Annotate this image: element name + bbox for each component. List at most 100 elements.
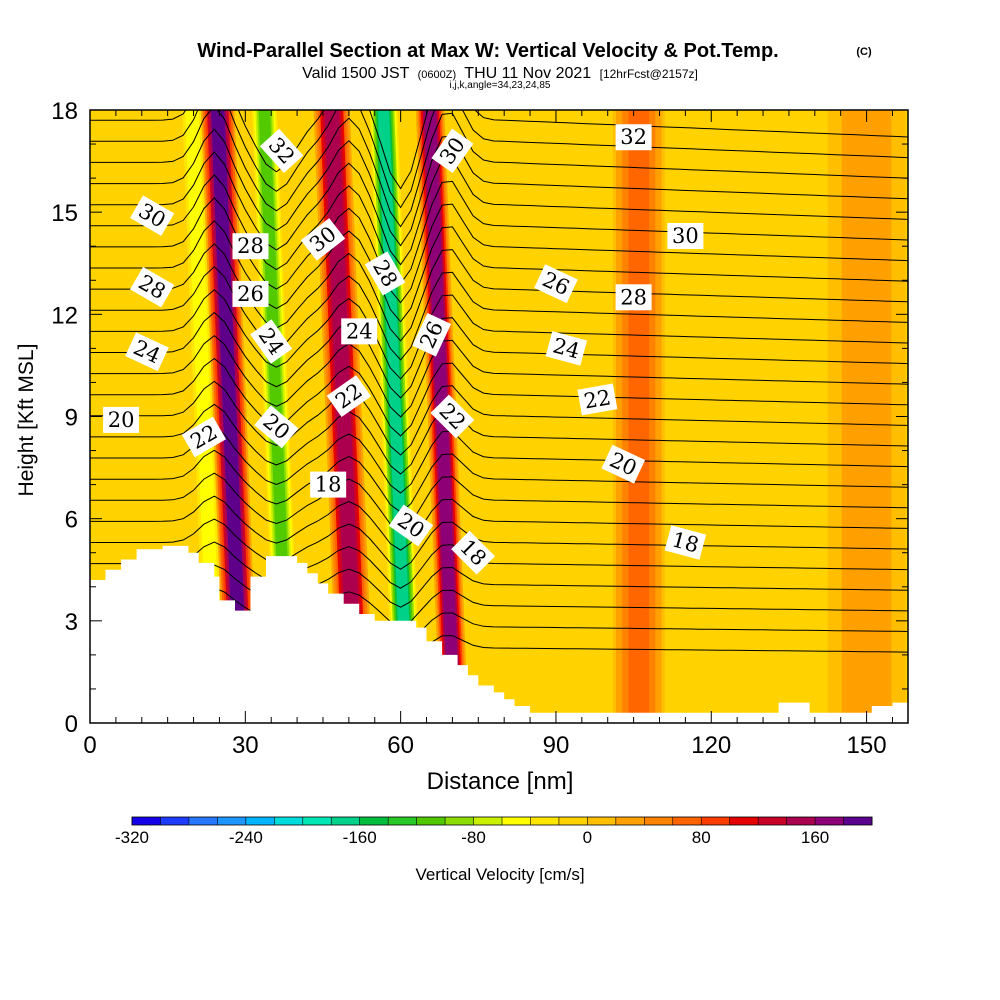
theta-contour-label: 28 [232,233,269,260]
colorbar-swatch [359,817,389,825]
theta-contour-label: 22 [577,383,618,416]
theta-contour-label-text: 26 [237,282,264,306]
colorbar-swatch [502,817,531,825]
theta-contour-line [90,334,908,418]
velocity-band [851,110,883,723]
theta-contour-line [90,403,908,475]
chart-title-mark: (C) [856,46,872,58]
theta-contour-label-bg [664,525,707,560]
theta-contour-label-bg [130,266,175,308]
theta-contour-line [90,357,908,437]
theta-contour-line [90,472,908,532]
theta-contour-label: 32 [615,124,652,151]
chart-indices: i,j,k,angle=34,23,24,85 [450,80,551,91]
theta-contour-label-bg [451,530,496,575]
theta-contour-label-text: 28 [237,234,264,258]
theta-contour-label-text: 18 [315,473,342,497]
theta-contour-label-bg [300,218,346,261]
y-tick-label: 18 [51,98,78,125]
theta-contour-label-bg [431,128,474,174]
y-axis: 0 3 6 9 12 15 18 [51,98,908,738]
theta-contour-line [90,311,908,399]
theta-contour-line [90,110,908,228]
velocity-band [324,110,363,723]
colorbar-swatch [416,817,446,825]
theta-contour-label: 18 [664,525,707,560]
theta-contour-line [90,289,908,380]
theta-contour-label-bg [326,375,372,418]
terrain-mask [90,545,908,723]
colorbar-swatch [302,817,332,825]
theta-contour-line [90,449,908,513]
theta-contour-label-bg [615,284,652,311]
theta-contour-label-text: 32 [620,125,647,149]
chart-title: Wind-Parallel Section at Max W: Vertical… [197,40,778,62]
theta-contour-label-bg [103,406,140,433]
theta-contour-label-bg [534,264,578,304]
subtitle-valid: Valid 1500 JST [302,65,410,82]
theta-contour-label-bg [364,251,406,296]
y-tick-label: 12 [51,302,78,329]
y-tick-label: 6 [65,507,78,534]
colorbar-tick-label: -320 [115,828,149,847]
subtitle-z: (0600Z) [418,69,457,81]
theta-contour-label: 30 [667,223,704,250]
theta-contour-label: 22 [326,375,372,418]
colorbar-swatch [615,817,645,825]
colorbar-swatch [758,817,788,825]
theta-contour-line [90,541,908,589]
velocity-band [628,110,650,723]
x-axis: 0 30 60 90 120 150 [83,110,893,759]
theta-contour-label-bg [545,331,588,366]
x-tick-label: 30 [232,732,259,759]
colorbar-tick-label: -80 [461,828,486,847]
theta-contour-label-bg [615,124,652,151]
theta-contour-line [90,380,908,456]
theta-contour-line [90,564,908,608]
colorbar-swatch [388,817,418,825]
colorbar-tick-label: -160 [343,828,377,847]
x-axis-label: Distance [nm] [427,768,574,795]
colorbar-swatch [132,817,161,825]
colorbar-swatch [274,817,304,825]
colorbar-swatch [644,817,674,825]
colorbar-swatch [160,817,190,825]
colorbar-swatch [245,817,275,825]
subtitle-date: THU 11 Nov 2021 [464,65,591,82]
colorbar-swatch [331,817,361,825]
theta-contour-line [90,243,908,342]
theta-contour-label-bg [388,504,434,547]
theta-contour-label-bg [250,319,293,364]
theta-contour-label-bg [130,195,175,236]
theta-contour-line [90,197,908,304]
theta-contour-label: 26 [412,312,452,357]
y-tick-label: 15 [51,200,78,227]
velocity-band [211,110,249,723]
x-tick-label: 0 [83,732,96,759]
theta-contour-label: 24 [545,331,588,366]
colorbar-tick-label: 80 [692,828,711,847]
theta-contour-line [90,518,908,570]
colorbar-swatch [815,817,845,825]
colorbar-swatch [701,817,731,825]
theta-contour-label-bg [430,394,475,439]
theta-contour-line [90,426,908,494]
colorbar-swatch [729,817,759,825]
theta-contour-line [90,151,908,266]
y-axis-label: Height [Kft MSL] [15,344,38,497]
theta-contour-line [90,128,908,247]
chart-subtitle: Valid 1500 JST (0600Z) THU 11 Nov 2021 [… [302,65,698,82]
colorbar-swatch [445,817,475,825]
theta-contour-line [90,587,908,627]
colorbar-tick-label: 160 [801,828,829,847]
y-tick-label: 3 [65,609,78,636]
colorbar-label: Vertical Velocity [cm/s] [415,865,584,884]
colorbar-swatch [672,817,702,825]
colorbar-swatch [843,817,873,825]
theta-contour-label-bg [667,223,704,250]
colorbar-swatch [473,817,503,825]
theta-contour-label: 24 [341,318,378,345]
theta-contour-label-bg [232,233,269,260]
